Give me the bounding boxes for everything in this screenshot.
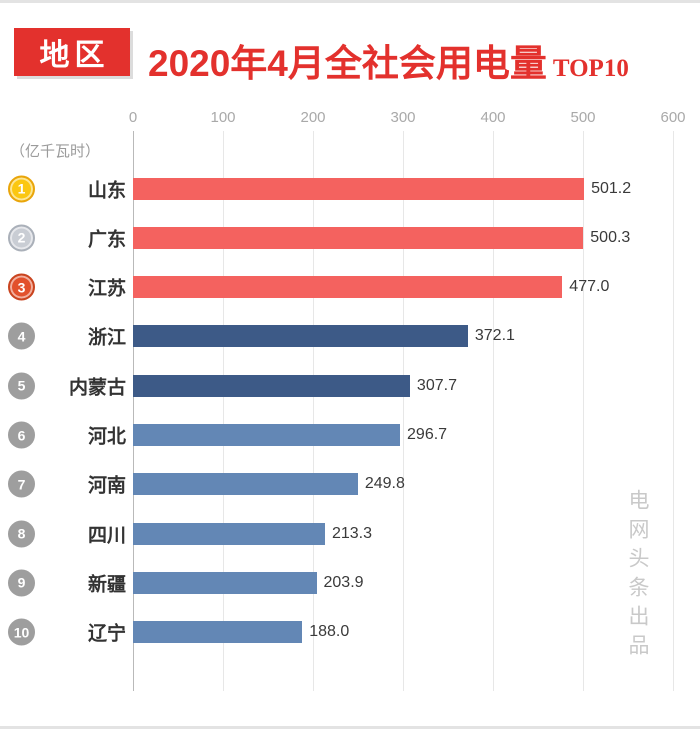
bar bbox=[133, 276, 563, 299]
value-label: 500.3 bbox=[590, 228, 631, 246]
rank-badge: 1 bbox=[8, 175, 35, 202]
category-label: 广东 bbox=[87, 229, 126, 251]
rank-badge: 8 bbox=[8, 520, 35, 548]
category-label: 江苏 bbox=[87, 278, 126, 300]
x-axis-tick: 0 bbox=[128, 109, 138, 126]
chart-row: 3 江苏 477.0 bbox=[0, 263, 700, 312]
value-label: 477.0 bbox=[569, 278, 610, 296]
region-badge: 地区 bbox=[14, 28, 130, 76]
chart-row: 5 内蒙古 307.7 bbox=[0, 361, 700, 410]
category-label: 新疆 bbox=[87, 574, 126, 596]
y-axis-line bbox=[133, 131, 134, 691]
value-label: 249.8 bbox=[364, 475, 405, 493]
value-label: 213.3 bbox=[331, 524, 373, 542]
chart-row: 6 河北 296.7 bbox=[0, 411, 700, 460]
bar bbox=[133, 325, 468, 348]
x-axis-tick: 400 bbox=[480, 109, 506, 126]
gridline bbox=[493, 131, 494, 691]
x-axis-tick: 500 bbox=[570, 109, 596, 126]
chart-row: 9 新疆 203.9 bbox=[0, 558, 700, 607]
category-label: 河南 bbox=[87, 475, 126, 497]
bar bbox=[133, 226, 584, 249]
gridline bbox=[403, 131, 404, 691]
gridline bbox=[313, 131, 314, 691]
bar bbox=[133, 621, 303, 644]
unit-label: （亿千瓦时） bbox=[10, 143, 101, 160]
x-axis-tick: 300 bbox=[390, 109, 416, 126]
rank-badge: 5 bbox=[8, 372, 35, 400]
rank-badge: 2 bbox=[8, 224, 35, 252]
bar bbox=[133, 177, 585, 200]
bar bbox=[133, 571, 317, 594]
category-label: 浙江 bbox=[87, 327, 126, 349]
bar bbox=[133, 424, 401, 446]
chart-row: 4 浙江 372.1 bbox=[0, 312, 700, 361]
x-axis-tick: 600 bbox=[660, 109, 686, 126]
chart-row: 2 广东 500.3 bbox=[0, 213, 700, 262]
category-label: 山东 bbox=[87, 180, 126, 201]
rank-badge: 6 bbox=[8, 421, 35, 449]
header: 2020年4月全社会用电量 TOP10 bbox=[148, 33, 629, 87]
x-axis: 0 100 200 300 400 500 600 bbox=[0, 109, 700, 129]
value-label: 501.2 bbox=[591, 179, 632, 197]
x-axis-tick: 100 bbox=[210, 109, 236, 126]
x-axis-tick: 200 bbox=[300, 109, 326, 126]
rank-badge: 9 bbox=[8, 569, 35, 597]
value-label: 296.7 bbox=[407, 426, 448, 443]
chart-row: 10 辽宁 188.0 bbox=[0, 608, 700, 657]
rank-badge: 10 bbox=[8, 618, 35, 646]
gridline bbox=[583, 131, 584, 691]
top10-label: TOP10 bbox=[552, 55, 629, 82]
watermark: 电网头条出品 bbox=[626, 489, 649, 663]
gridline bbox=[223, 131, 224, 691]
value-label: 372.1 bbox=[474, 327, 515, 345]
category-label: 辽宁 bbox=[87, 623, 126, 645]
category-label: 河北 bbox=[87, 426, 126, 448]
bar bbox=[133, 473, 358, 496]
bar bbox=[133, 374, 410, 397]
rank-badge: 4 bbox=[8, 322, 35, 350]
chart-row: 7 河南 249.8 bbox=[0, 460, 700, 509]
rank-badge: 7 bbox=[8, 470, 35, 498]
category-label: 四川 bbox=[87, 525, 126, 547]
value-label: 307.7 bbox=[416, 376, 457, 394]
chart-row: 8 四川 213.3 bbox=[0, 509, 700, 558]
bar bbox=[133, 522, 325, 545]
value-label: 188.0 bbox=[309, 623, 350, 641]
page-title: 2020年4月全社会用电量 bbox=[148, 43, 547, 84]
gridline bbox=[673, 131, 674, 691]
chart-row: 1 山东 501.2 bbox=[0, 164, 700, 213]
rank-badge: 3 bbox=[8, 273, 35, 301]
value-label: 203.9 bbox=[323, 573, 364, 591]
category-label: 内蒙古 bbox=[68, 377, 126, 399]
